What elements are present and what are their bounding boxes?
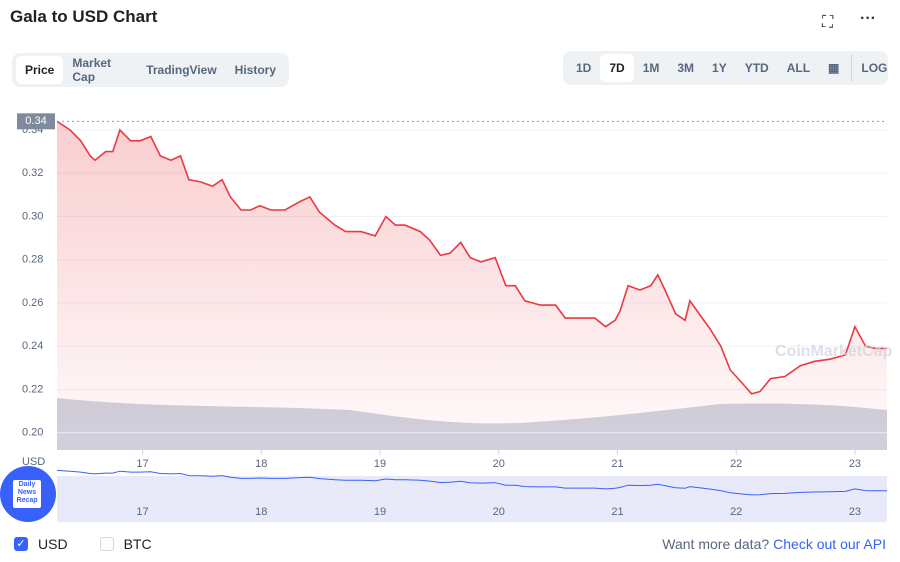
legend: ✓ USD BTC	[14, 536, 174, 552]
footer: Want more data? Check out our API	[662, 536, 886, 552]
watermark: CoinMarketCap	[775, 343, 893, 360]
footer-prompt: Want more data?	[662, 536, 770, 552]
navigator-tick-label: 23	[849, 506, 861, 518]
range-button[interactable]: 7D	[600, 54, 634, 82]
range-button[interactable]: 1M	[642, 61, 660, 75]
range-button[interactable]: 3M	[677, 61, 695, 75]
price-line	[56, 120, 887, 395]
legend-label: BTC	[123, 536, 152, 552]
api-link[interactable]: Check out our API	[773, 536, 886, 552]
range-button[interactable]: 1Y	[712, 61, 727, 75]
y-tick-label: 0.20	[22, 427, 43, 439]
tab[interactable]: TradingView	[146, 63, 217, 77]
tab[interactable]: Market Cap	[72, 56, 112, 84]
navigator-tick-label: 21	[611, 506, 623, 518]
y-tick-label: 0.22	[22, 383, 43, 395]
y-tick-label: 0.30	[22, 210, 43, 222]
more-icon[interactable]: ···	[860, 10, 876, 27]
reference-label: 0.34	[25, 115, 46, 127]
navigator-tick-label: 17	[136, 506, 148, 518]
log-button[interactable]: LOG	[861, 61, 888, 75]
y-tick-label: 0.32	[22, 167, 43, 179]
navigator-bg	[57, 476, 887, 522]
x-tick-label: 20	[493, 458, 505, 470]
y-tick-label: 0.28	[22, 254, 43, 266]
x-tick-label: 22	[730, 458, 742, 470]
calendar-icon[interactable]: ▦	[819, 54, 853, 82]
tab[interactable]: Price	[16, 56, 64, 84]
navigator-tick-label: 18	[255, 506, 267, 518]
x-tick-label: 17	[136, 458, 148, 470]
legend-label: USD	[38, 536, 68, 552]
legend-checkbox[interactable]	[99, 537, 114, 551]
navigator-tick-label: 19	[374, 506, 386, 518]
tab[interactable]: History	[234, 63, 276, 77]
range-button[interactable]: ALL	[786, 61, 811, 75]
navigator-tick-label: 20	[493, 506, 505, 518]
badge-text: Daily News Recap	[16, 481, 38, 504]
page-title: Gala to USD Chart	[10, 7, 158, 26]
x-tick-label: 23	[849, 458, 861, 470]
legend-checkbox[interactable]: ✓	[14, 537, 28, 551]
tab-group: Price Market Cap TradingView History	[12, 53, 289, 87]
navigator-tick-label: 22	[730, 506, 742, 518]
y-tick-label: 0.24	[22, 340, 43, 352]
range-button[interactable]: 1D	[576, 61, 592, 75]
range-group: 1D 7D 1M 3M 1Y YTD ALL ▦ LOG	[563, 51, 888, 85]
navigator-line	[56, 469, 887, 496]
y-axis-label: USD	[22, 456, 45, 468]
x-tick-label: 21	[611, 458, 623, 470]
reference-box	[17, 113, 55, 130]
fullscreen-icon[interactable]: ⛶	[822, 14, 834, 31]
range-button[interactable]: YTD	[744, 61, 769, 75]
price-area	[57, 121, 887, 451]
x-tick-label: 18	[255, 458, 267, 470]
x-tick-label: 19	[374, 458, 386, 470]
badge-icon	[13, 480, 41, 508]
y-tick-label: 0.26	[22, 297, 43, 309]
